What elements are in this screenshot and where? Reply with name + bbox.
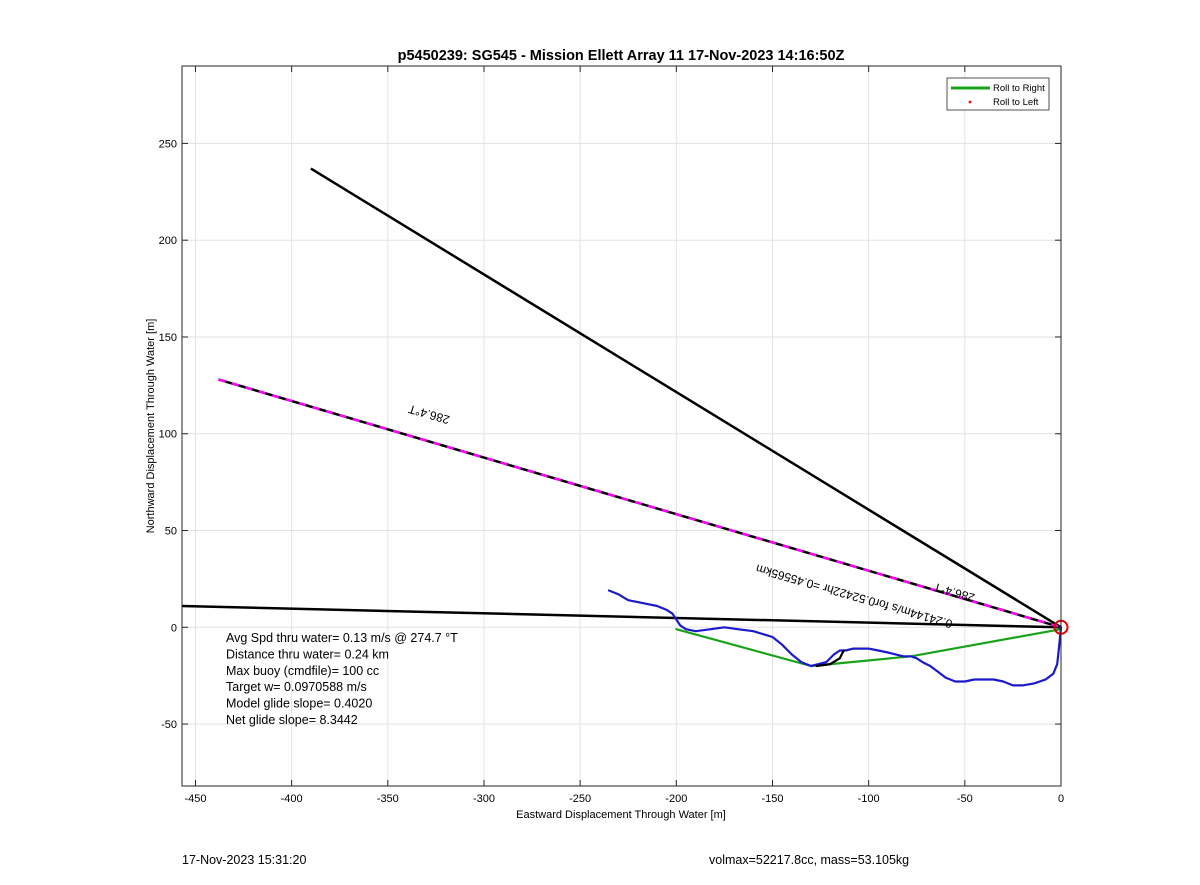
footer-timestamp: 17-Nov-2023 15:31:20: [182, 853, 307, 867]
heading-annotation-1: 286.4°T: [406, 402, 451, 427]
reference-line-2: [181, 604, 1062, 629]
y-tick-label: 50: [165, 526, 177, 538]
stats-line-1: Avg Spd thru water= 0.13 m/s @ 274.7 °T: [226, 631, 458, 645]
x-tick-label: -100: [858, 793, 880, 805]
legend-swatch-roll-left: [968, 100, 972, 104]
y-tick-label: -50: [161, 719, 177, 731]
x-tick-label: -300: [473, 793, 495, 805]
stats-line-3: Max buoy (cmdfile)= 100 cc: [226, 664, 379, 678]
x-tick-label: 0: [1058, 793, 1064, 805]
x-tick-label: -150: [761, 793, 783, 805]
stats-line-5: Model glide slope= 0.4020: [226, 697, 372, 711]
grid: [182, 66, 1062, 786]
x-tick-label: -400: [281, 793, 303, 805]
legend-label-roll-left: Roll to Left: [993, 97, 1039, 108]
series-lines: [607, 589, 1063, 687]
reference-line-1: [310, 167, 1062, 629]
x-tick-label: -50: [957, 793, 973, 805]
heading-annotation-2: 286.4°T: [931, 580, 976, 605]
stats-text-block: Avg Spd thru water= 0.13 m/s @ 274.7 °T D…: [226, 631, 458, 727]
legend-box: [946, 77, 1050, 111]
y-tick-label: 150: [159, 332, 177, 344]
chart-title: p5450239: SG545 - Mission Ellett Array 1…: [398, 48, 845, 64]
plot-frame: [181, 65, 1062, 787]
x-tick-label: -250: [569, 793, 591, 805]
x-tick-label: -450: [184, 793, 206, 805]
y-tick-label: 250: [159, 138, 177, 150]
y-tick-label: 200: [159, 235, 177, 247]
series-line-1: [675, 628, 1063, 668]
y-axis-label: Northward Displacement Through Water [m]: [145, 319, 157, 534]
series-line-2: [607, 589, 1063, 687]
x-tick-label: -350: [377, 793, 399, 805]
y-tick-label: 100: [159, 429, 177, 441]
axis-ticks: -450 -400 -350 -300 -250 -200 -150 -100 -50 0 -50 0…: [159, 66, 1064, 805]
x-tick-label: -200: [665, 793, 687, 805]
x-axis-label: Eastward Displacement Through Water [m]: [516, 809, 726, 821]
footer-info: volmax=52217.8cc, mass=53.105kg: [709, 853, 910, 867]
reference-line-dashes: [218, 378, 1062, 629]
stats-line-2: Distance thru water= 0.24 km: [226, 647, 389, 661]
legend-label-roll-right: Roll to Right: [993, 83, 1045, 94]
stats-line-6: Net glide slope= 8.3442: [226, 713, 358, 727]
legend: Roll to Right Roll to Left: [946, 77, 1050, 111]
reference-lines: [181, 167, 1062, 629]
y-tick-label: 0: [171, 622, 177, 634]
stats-line-4: Target w= 0.0970588 m/s: [226, 680, 367, 694]
series-line-3: [815, 649, 845, 668]
